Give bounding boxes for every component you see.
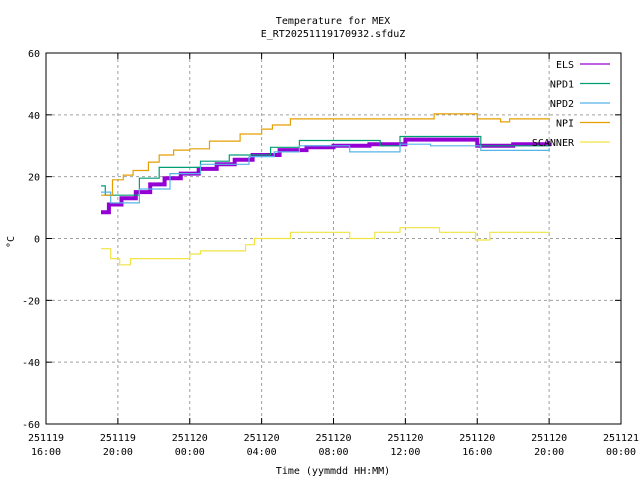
- x-tick-time: 16:00: [462, 447, 492, 458]
- legend-label-scanner: SCANNER: [532, 138, 575, 149]
- x-tick-time: 16:00: [31, 447, 61, 458]
- x-tick-time: 20:00: [534, 447, 564, 458]
- y-tick-label: 20: [28, 173, 40, 184]
- x-tick-date: 251120: [172, 433, 208, 444]
- x-tick-time: 04:00: [247, 447, 277, 458]
- y-tick-label: -40: [22, 358, 40, 369]
- y-axis-ticks: -60 -40 -20 0 20 40 60: [22, 49, 621, 431]
- y-tick-label: 60: [28, 49, 40, 60]
- x-tick-time: 00:00: [175, 447, 205, 458]
- x-axis-ticks: 251119 16:00 251119 20:00 251120 00:00 251120 0…: [28, 53, 639, 458]
- x-tick-date: 251121: [603, 433, 639, 444]
- series-line-npi: [101, 113, 550, 196]
- x-tick-time: 20:00: [103, 447, 133, 458]
- series-line-scanner: [101, 227, 550, 266]
- legend-label-els: ELS: [556, 60, 574, 71]
- series-line-npd2: [101, 143, 550, 204]
- x-tick-date: 251120: [244, 433, 280, 444]
- legend-label-npd1: NPD1: [550, 80, 574, 91]
- x-tick-date: 251120: [459, 433, 495, 444]
- x-axis-label: Time (yymmdd HH:MM): [276, 466, 390, 477]
- series-line-els: [101, 137, 552, 215]
- x-tick-date: 251120: [387, 433, 423, 444]
- y-tick-label: 0: [34, 235, 40, 246]
- grid: [46, 53, 621, 424]
- x-tick-date: 251120: [531, 433, 567, 444]
- legend-label-npi: NPI: [556, 119, 574, 130]
- y-tick-label: -60: [22, 420, 40, 431]
- legend-label-npd2: NPD2: [550, 99, 574, 110]
- y-tick-label: 40: [28, 111, 40, 122]
- chart-title: Temperature for MEX: [276, 16, 390, 27]
- legend: ELS NPD1 NPD2 NPI SCANNER: [532, 60, 610, 149]
- x-tick-date: 251119: [100, 433, 136, 444]
- x-tick-date: 251119: [28, 433, 64, 444]
- series-lines: [100, 113, 552, 266]
- y-axis-label: °C: [6, 236, 17, 248]
- y-tick-label: -20: [22, 296, 40, 307]
- series-line-npd1: [101, 135, 550, 196]
- x-tick-date: 251120: [315, 433, 351, 444]
- x-tick-time: 12:00: [390, 447, 420, 458]
- x-tick-time: 08:00: [318, 447, 348, 458]
- chart-subtitle: E_RT20251119170932.sfduZ: [261, 29, 406, 40]
- x-tick-time: 00:00: [606, 447, 636, 458]
